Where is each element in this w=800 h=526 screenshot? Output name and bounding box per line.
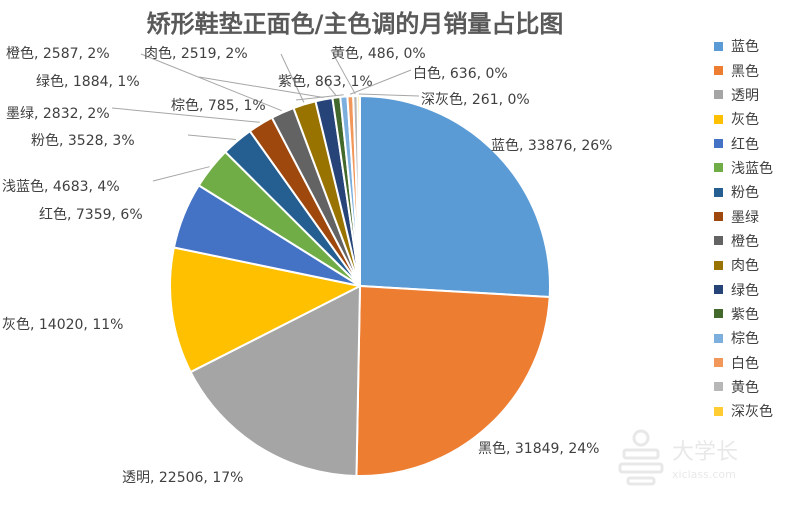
legend-swatch <box>714 333 723 343</box>
legend-item-12: 棕色 <box>714 326 800 350</box>
legend-item-2: 透明 <box>714 83 800 107</box>
legend-swatch <box>714 285 723 295</box>
watermark-icon <box>618 429 664 486</box>
data-label-12: 棕色, 785, 1% <box>171 97 266 114</box>
legend-item-7: 墨绿 <box>714 204 800 228</box>
legend-item-3: 灰色 <box>714 107 800 131</box>
legend-item-10: 绿色 <box>714 277 800 301</box>
legend-label: 橙色 <box>731 233 759 250</box>
leader-line-15 <box>358 93 420 97</box>
pie-slice-3 <box>169 246 363 374</box>
legend-swatch <box>714 187 723 197</box>
leader-line-13 <box>349 69 412 95</box>
legend-label: 透明 <box>731 87 759 104</box>
watermark-text: 大学长 <box>672 440 739 465</box>
legend-item-1: 黑色 <box>714 58 800 82</box>
legend-label: 浅蓝色 <box>731 160 773 177</box>
legend-label: 黄色 <box>731 379 759 396</box>
legend-label: 紫色 <box>731 306 759 323</box>
watermark-subtext: xiclass.com <box>672 468 736 481</box>
data-label-7: 墨绿, 2832, 2% <box>6 106 110 122</box>
legend-label: 白色 <box>731 355 759 372</box>
pie-slice-15 <box>356 94 361 287</box>
data-label-13: 白色, 636, 0% <box>413 65 508 82</box>
legend-swatch <box>714 90 723 100</box>
chart-legend: 蓝色黑色透明灰色红色浅蓝色粉色墨绿橙色肉色绿色紫色棕色白色黄色深灰色 <box>714 34 800 424</box>
data-label-3: 灰色, 14020, 11% <box>2 316 123 333</box>
legend-swatch <box>714 309 723 319</box>
legend-label: 绿色 <box>731 282 759 299</box>
leader-line-14 <box>330 49 356 95</box>
data-label-10: 绿色, 1884, 1% <box>36 73 140 90</box>
data-label-11: 紫色, 863, 1% <box>278 73 373 90</box>
data-label-9: 肉色, 2519, 2% <box>144 45 248 62</box>
leader-line-11 <box>324 81 337 96</box>
legend-swatch <box>714 41 723 51</box>
legend-swatch <box>714 260 723 270</box>
data-label-15: 深灰色, 261, 0% <box>421 91 530 108</box>
legend-swatch <box>714 406 723 416</box>
legend-item-8: 橙色 <box>714 229 800 253</box>
legend-label: 肉色 <box>731 258 759 275</box>
legend-item-4: 红色 <box>714 131 800 155</box>
legend-item-9: 肉色 <box>714 253 800 277</box>
data-label-0: 蓝色, 33876, 26% <box>491 137 612 154</box>
pie-slice-1 <box>355 284 551 477</box>
legend-swatch <box>714 358 723 368</box>
pie-slice-0 <box>359 94 551 299</box>
chart-title: 矫形鞋垫正面色/主色调的月销量占比图 <box>146 10 564 38</box>
legend-item-11: 紫色 <box>714 302 800 326</box>
legend-label: 粉色 <box>731 185 759 202</box>
data-label-1: 黑色, 31849, 24% <box>478 440 599 457</box>
leader-line-8 <box>140 53 282 112</box>
leader-line-6 <box>187 134 236 140</box>
leader-line-7 <box>111 107 260 123</box>
legend-label: 棕色 <box>731 331 759 348</box>
legend-label: 蓝色 <box>731 39 759 56</box>
legend-item-14: 黄色 <box>714 375 800 399</box>
legend-label: 墨绿 <box>731 209 759 226</box>
legend-label: 黑色 <box>731 63 759 80</box>
watermark-logo: 大学长 xiclass.com <box>616 428 739 498</box>
legend-label: 灰色 <box>731 112 759 129</box>
leader-line-10 <box>198 76 324 98</box>
data-label-14: 黄色, 486, 0% <box>331 45 426 62</box>
legend-swatch <box>714 382 723 392</box>
data-label-5: 浅蓝色, 4683, 4% <box>2 178 120 195</box>
legend-item-5: 浅蓝色 <box>714 156 800 180</box>
legend-swatch <box>714 114 723 124</box>
legend-label: 深灰色 <box>731 404 773 421</box>
legend-swatch <box>714 236 723 246</box>
leader-line-5 <box>152 166 210 182</box>
leader-line-12 <box>295 94 344 101</box>
data-label-6: 粉色, 3528, 3% <box>31 132 135 149</box>
legend-swatch <box>714 212 723 222</box>
legend-item-13: 白色 <box>714 350 800 374</box>
data-label-8: 橙色, 2587, 2% <box>6 45 110 62</box>
legend-swatch <box>714 139 723 149</box>
legend-swatch <box>714 163 723 173</box>
leader-line-9 <box>280 53 305 103</box>
legend-item-0: 蓝色 <box>714 34 800 58</box>
legend-label: 红色 <box>731 136 759 153</box>
legend-item-15: 深灰色 <box>714 399 800 423</box>
legend-swatch <box>714 66 723 76</box>
data-label-2: 透明, 22506, 17% <box>122 470 243 486</box>
data-label-4: 红色, 7359, 6% <box>39 206 143 223</box>
legend-item-6: 粉色 <box>714 180 800 204</box>
pie-slice-2 <box>189 284 362 477</box>
